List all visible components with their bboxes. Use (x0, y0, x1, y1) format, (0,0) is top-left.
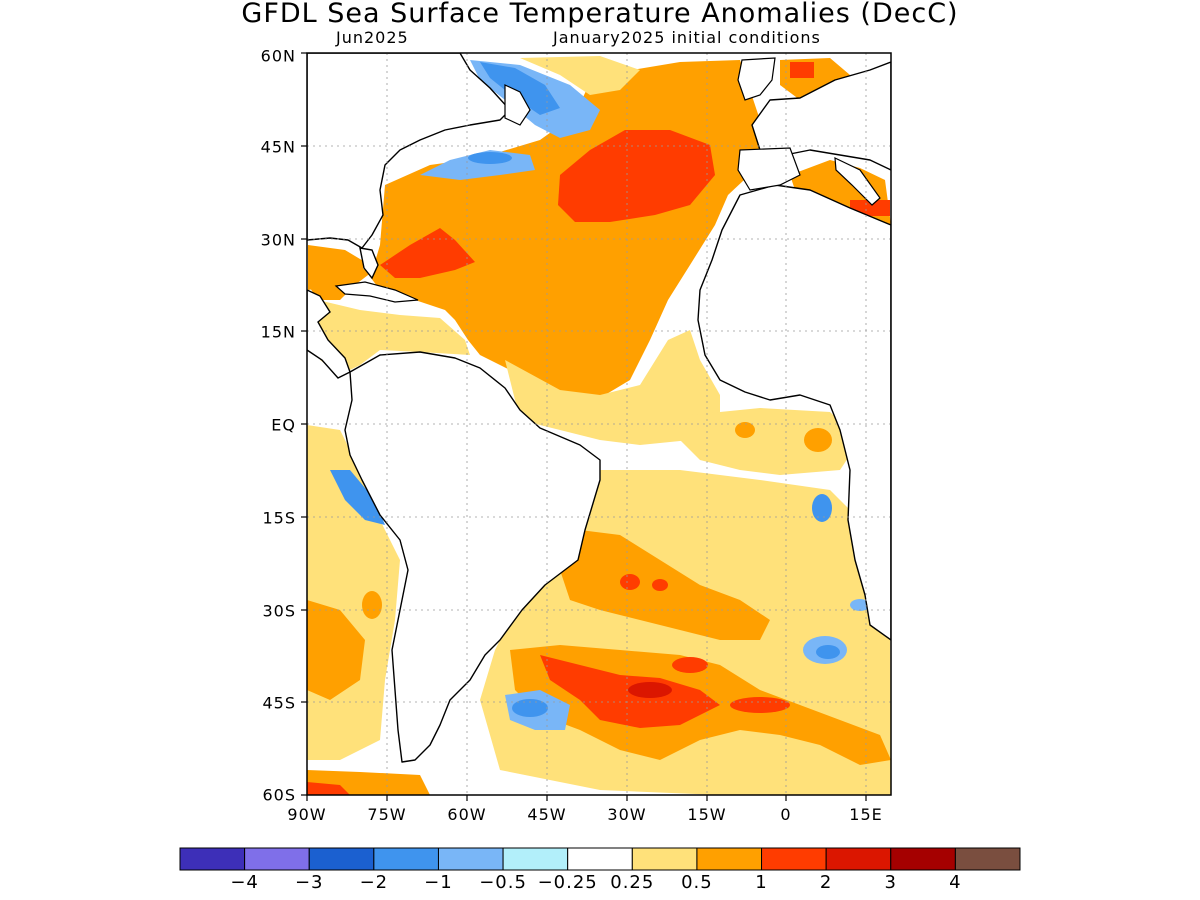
lat-label-15s: 15S (262, 508, 296, 528)
colorbar-label-1: −3 (294, 872, 324, 893)
lat-label-30s: 30S (262, 601, 296, 621)
colorbar-swatch-7 (631, 847, 698, 871)
lat-label-30n: 30N (260, 230, 296, 250)
colorbar-swatch-6 (567, 847, 633, 871)
lon-label-90w: 90W (287, 805, 327, 824)
graticule (307, 53, 891, 795)
colorbar-label-3: −1 (424, 872, 453, 893)
anomaly-region-equatorial-east (680, 408, 860, 475)
lon-label-75w: 75W (367, 805, 407, 824)
lon-label-15e: 15E (849, 805, 883, 824)
lat-label-60n: 60N (260, 46, 296, 66)
lon-label-60w: 60W (447, 805, 487, 824)
colorbar-label-0: −4 (230, 872, 259, 893)
colorbar-swatch-8 (696, 847, 763, 871)
colorbar-label-8: 1 (755, 872, 768, 893)
landmass-iberia (737, 147, 801, 191)
colorbar-swatch-0 (179, 847, 246, 871)
lat-label-60s: 60S (262, 785, 296, 805)
colorbar-swatch-1 (244, 847, 310, 871)
anomaly-region-caribbean (318, 300, 470, 375)
colorbar-swatch-11 (890, 847, 956, 871)
colorbar (179, 847, 1021, 871)
lat-label-eq: EQ (271, 415, 296, 435)
colorbar-label-5: −0.25 (537, 872, 598, 893)
landmass-iceland-uk (737, 57, 776, 101)
landmass-cuba (334, 281, 419, 303)
lon-label-15w: 15W (687, 805, 727, 824)
lat-label-45s: 45S (262, 693, 296, 713)
axis-ticks (301, 52, 867, 801)
landmass-north-america (307, 53, 511, 249)
land-masses (307, 53, 891, 763)
landmass-florida (359, 247, 379, 280)
anomaly-region-tropical (505, 330, 720, 445)
colorbar-swatch-5 (502, 847, 569, 871)
lat-label-15n: 15N (260, 322, 296, 342)
lon-label-30w: 30W (607, 805, 647, 824)
landmass-africa (697, 184, 891, 641)
colorbar-label-7: 0.5 (681, 872, 713, 893)
lon-label-45w: 45W (527, 805, 567, 824)
colorbar-label-9: 2 (819, 872, 833, 893)
lat-label-45n: 45N (260, 137, 296, 157)
landmass-greenland-canada (504, 84, 531, 126)
landmass-central-america (307, 289, 351, 379)
initial-conditions: January2025 initial conditions (553, 28, 821, 47)
colorbar-swatch-4 (437, 847, 504, 871)
colorbar-label-6: 0.25 (610, 872, 655, 893)
colorbar-swatch-9 (761, 847, 827, 871)
forecast-month: Jun2025 (336, 28, 409, 47)
colorbar-swatch-12 (954, 847, 1021, 871)
colorbar-swatch-3 (373, 847, 439, 871)
anomaly-region-cool-peru (330, 470, 385, 525)
anomaly-shading (307, 53, 891, 795)
colorbar-label-4: −0.5 (479, 872, 527, 893)
lon-label-0: 0 (780, 805, 792, 824)
colorbar-label-10: 3 (884, 872, 897, 893)
colorbar-swatch-2 (308, 847, 375, 871)
colorbar-label-11: 4 (949, 872, 962, 893)
landmass-south-america (344, 351, 601, 763)
landmass-italy (834, 157, 881, 206)
colorbar-label-2: −2 (359, 872, 389, 893)
colorbar-swatch-10 (825, 847, 892, 871)
anomaly-region-gulf (308, 245, 365, 292)
anomaly-region-red-core-north (558, 130, 715, 222)
map-title: GFDL Sea Surface Temperature Anomalies (… (241, 0, 959, 29)
